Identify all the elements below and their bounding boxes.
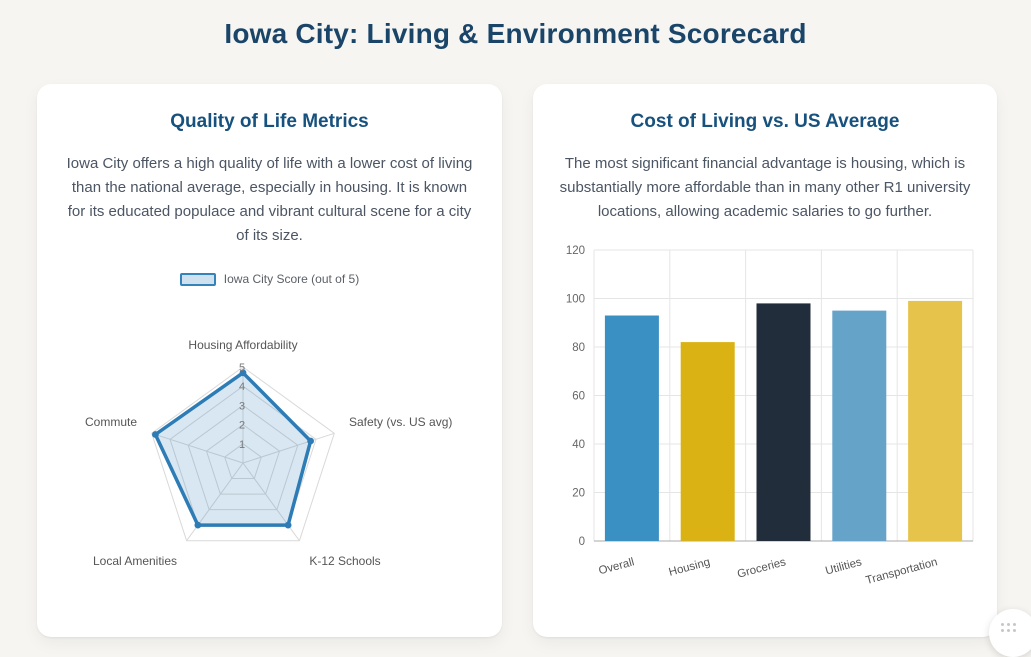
radar-point-local-amenities[interactable] — [194, 521, 202, 529]
svg-text:3: 3 — [239, 400, 245, 412]
legend-swatch-icon — [179, 272, 216, 286]
bar-overall[interactable] — [604, 315, 659, 542]
widget-handle-button[interactable] — [989, 609, 1031, 657]
bar-x-axis-labels: Overall Housing Groceries Utilities Transpor… — [597, 556, 939, 587]
cost-card-title: Cost of Living vs. US Average — [630, 111, 900, 132]
radar-axis-label: K-12 Schools — [309, 554, 380, 568]
svg-text:1: 1 — [239, 439, 245, 451]
svg-text:2: 2 — [239, 420, 245, 432]
page-title: Iowa City: Living & Environment Scorecar… — [224, 18, 807, 49]
svg-text:0: 0 — [579, 536, 585, 548]
svg-text:40: 40 — [572, 439, 585, 451]
quality-card-title: Quality of Life Metrics — [170, 111, 369, 132]
bar-groceries[interactable] — [756, 303, 811, 541]
bar-y-axis-labels: 0 20 40 60 80 100 120 — [566, 245, 585, 548]
radar-point-safety-vs-us-avg-[interactable] — [307, 437, 314, 445]
radar-point-housing-affordability[interactable] — [239, 369, 247, 377]
radar-axis-labels: Housing Affordability Safety (vs. US avg)… — [85, 338, 452, 568]
radar-legend[interactable]: Iowa City Score (out of 5) — [37, 272, 502, 286]
radar-axis-label: Safety (vs. US avg) — [349, 415, 452, 429]
bar-utilities[interactable] — [832, 310, 887, 541]
svg-text:4: 4 — [239, 381, 245, 393]
bar-x-label: Housing — [668, 556, 712, 579]
svg-text:60: 60 — [572, 391, 585, 403]
radar-grid — [151, 366, 335, 542]
grid-dots-icon — [1000, 622, 1016, 632]
bar-chart: 0 20 40 60 80 100 120 Overall Housing Groceries Ut… — [566, 245, 974, 587]
bar-housing[interactable] — [680, 342, 735, 541]
svg-text:5: 5 — [239, 362, 245, 374]
radar-point-commute[interactable] — [152, 431, 159, 438]
quality-card-description: Iowa City offers a high quality of life … — [66, 155, 473, 244]
radar-axis-label: Local Amenities — [93, 554, 177, 568]
svg-text:80: 80 — [572, 342, 585, 354]
radar-point-k-12-schools[interactable] — [284, 521, 292, 529]
svg-text:120: 120 — [566, 245, 585, 257]
radar-chart: 1 2 3 4 5 Housing Affordability Safety (vs. US… — [85, 338, 452, 568]
bar-x-label: Utilities — [824, 556, 863, 577]
radar-ring-ticks: 1 2 3 4 5 — [239, 362, 245, 451]
svg-text:100: 100 — [566, 294, 585, 306]
bar-x-label: Transportation — [865, 556, 939, 587]
radar-axis-label: Commute — [85, 415, 137, 429]
radar-axis-label: Housing Affordability — [188, 338, 297, 352]
cost-card-description: The most significant financial advantage… — [559, 155, 971, 220]
bar-transportation[interactable] — [908, 300, 963, 541]
bar-x-label: Groceries — [736, 556, 787, 581]
bar-series — [604, 300, 963, 542]
bar-x-label: Overall — [597, 556, 635, 577]
quality-of-life-card: Quality of Life Metrics Iowa City offers… — [37, 84, 502, 637]
radar-series[interactable] — [152, 369, 314, 529]
cost-of-living-card: Cost of Living vs. US Average The most s… — [533, 84, 997, 637]
svg-text:20: 20 — [572, 488, 585, 500]
radar-legend-label: Iowa City Score (out of 5) — [223, 272, 360, 286]
